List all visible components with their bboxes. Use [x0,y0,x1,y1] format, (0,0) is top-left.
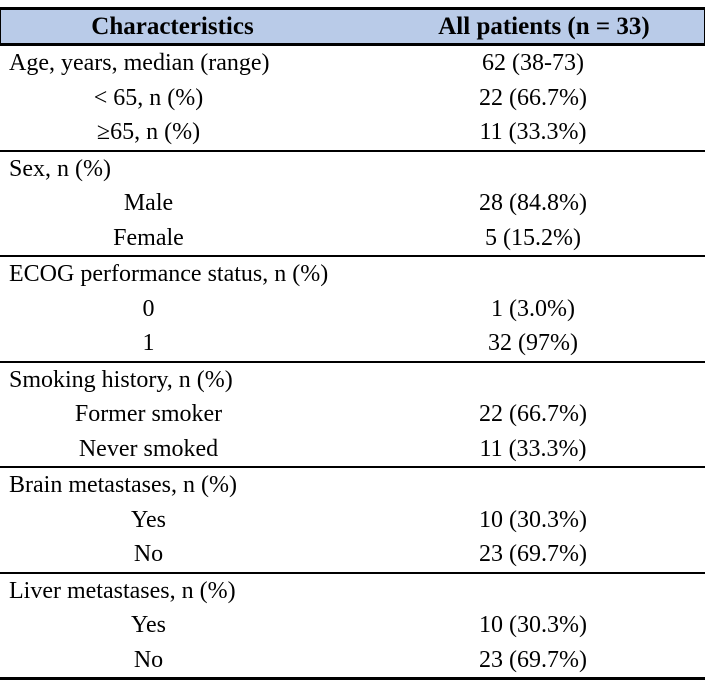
table-row: Smoking history, n (%) [0,363,705,398]
section-sex: Sex, n (%) Male 28 (84.8%) Female 5 (15.2%) [0,152,705,257]
row-label: Yes [131,506,166,533]
row-label: No [133,646,164,673]
table-row: Former smoker 22 (66.7%) [0,397,705,432]
table-row: Brain metastases, n (%) [0,468,705,503]
table-row: < 65, n (%) 22 (66.7%) [0,81,705,116]
table-row: 1 32 (97%) [0,326,705,361]
section-brain-metastases: Brain metastases, n (%) Yes 10 (30.3%) No 23… [0,468,705,574]
row-label: Female [113,224,184,251]
row-value: 23 (69.7%) [479,646,587,673]
row-value: 23 (69.7%) [479,541,587,568]
row-label: Never smoked [78,435,219,462]
table-row: 0 1 (3.0%) [0,292,705,327]
row-label: < 65, n (%) [93,84,204,111]
row-label: 0 [142,295,155,322]
row-label: Age, years, median (range) [9,50,270,77]
row-value: 10 (30.3%) [479,612,587,639]
row-value: 11 (33.3%) [479,119,587,146]
row-label: Smoking history, n (%) [9,366,233,393]
table-row: Yes 10 (30.3%) [0,608,705,643]
section-smoking: Smoking history, n (%) Former smoker 22 (6… [0,363,705,468]
row-label: Male [123,190,174,217]
row-label: Sex, n (%) [9,155,111,182]
row-value: 62 (38-73) [482,50,584,77]
row-label: Former smoker [74,401,223,428]
table-row: No 23 (69.7%) [0,643,705,678]
table-row: ECOG performance status, n (%) [0,257,705,292]
row-label: ECOG performance status, n (%) [9,261,329,288]
row-label: ≥65, n (%) [96,119,201,146]
table-row: Liver metastases, n (%) [0,574,705,609]
header-characteristics: Characteristics [91,12,254,40]
header-all-patients: All patients (n = 33) [438,12,650,40]
table-row: Age, years, median (range) 62 (38-73) [0,46,705,81]
table-row: Male 28 (84.8%) [0,186,705,221]
row-label: No [133,541,164,568]
section-ecog: ECOG performance status, n (%) 0 1 (3.0%) 1… [0,257,705,363]
row-value: 10 (30.3%) [479,506,587,533]
table-row: Yes 10 (30.3%) [0,503,705,538]
section-liver-metastases: Liver metastases, n (%) Yes 10 (30.3%) No 23… [0,574,705,680]
row-label: Yes [131,612,166,639]
table-row: Sex, n (%) [0,152,705,187]
row-label: 1 [142,330,155,357]
table-row: No 23 (69.7%) [0,537,705,572]
row-value: 1 (3.0%) [491,295,575,322]
row-value: 22 (66.7%) [479,84,587,111]
row-label: Brain metastases, n (%) [9,472,237,499]
section-age: Age, years, median (range) 62 (38-73) < 65… [0,46,705,152]
row-value: 5 (15.2%) [485,224,581,251]
row-value: 32 (97%) [488,330,578,357]
row-value: 28 (84.8%) [479,190,587,217]
table-body: Age, years, median (range) 62 (38-73) < 65… [0,46,705,680]
table-row: ≥65, n (%) 11 (33.3%) [0,115,705,150]
row-value: 22 (66.7%) [479,401,587,428]
table-row: Never smoked 11 (33.3%) [0,432,705,467]
row-label: Liver metastases, n (%) [9,577,236,604]
row-value: 11 (33.3%) [479,435,587,462]
table-row: Female 5 (15.2%) [0,221,705,256]
table-header-row: Characteristics All patients (n = 33) [0,7,705,46]
